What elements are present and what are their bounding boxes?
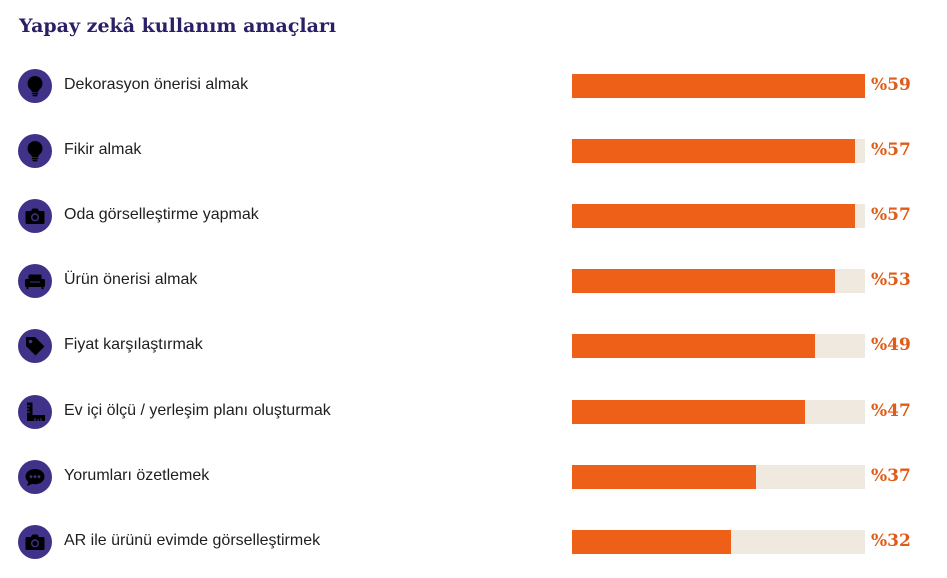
bar [572, 269, 836, 294]
category-label: Oda görselleştirme yapmak [64, 206, 259, 224]
value-label: %57 [871, 140, 911, 161]
bar-row: Oda görselleştirme yapmak %57 [0, 196, 947, 236]
value-label: %57 [871, 205, 911, 226]
chart-title: Yapay zekâ kullanım amaçları [19, 15, 337, 37]
value-label: %49 [871, 335, 911, 356]
bar-row: Ev içi ölçü / yerleşim planı oluşturmak%… [0, 392, 947, 432]
chat-bubble-icon [18, 459, 52, 494]
bar [572, 529, 731, 554]
category-label: Ev içi ölçü / yerleşim planı oluşturmak [64, 401, 331, 419]
ruler-icon [18, 394, 52, 429]
category-label: Ürün önerisi almak [64, 271, 198, 289]
category-label: Fiyat karşılaştırmak [64, 336, 203, 354]
bar-track [572, 334, 865, 359]
category-label: Dekorasyon önerisi almak [64, 76, 249, 93]
bar [572, 74, 865, 98]
bar-track [572, 74, 865, 98]
value-label: %59 [871, 75, 911, 95]
value-label: %37 [871, 465, 911, 486]
category-label: Fikir almak [64, 141, 142, 159]
value-label: %32 [871, 530, 911, 551]
lightbulb-icon [18, 134, 52, 169]
bar-row: Ürün önerisi almak %53 [0, 261, 947, 301]
bar [572, 399, 806, 424]
bar-row: Dekorasyon önerisi almak %59 [0, 66, 947, 106]
bar-row: Yorumları özetlemek %37 [0, 457, 947, 497]
bar-row: Fikir almak %57 [0, 131, 947, 171]
bar [572, 139, 856, 164]
bar-track [572, 204, 865, 229]
bar-track [572, 464, 865, 489]
category-label: Yorumları özetlemek [64, 466, 210, 484]
category-label: AR ile ürünü evimde görselleştirmek [64, 531, 321, 549]
bar-row: Fiyat karşılaştırmak %49 [0, 326, 947, 366]
bar-track [572, 139, 865, 164]
bar [572, 334, 816, 359]
value-label: %53 [871, 270, 911, 291]
lightbulb-icon [18, 69, 52, 103]
bar-track [572, 529, 865, 554]
bar-track [572, 399, 865, 424]
camera-icon [18, 524, 52, 559]
bar [572, 204, 856, 229]
price-tag-icon [18, 329, 52, 364]
bar-track [572, 269, 865, 294]
sofa-icon [18, 264, 52, 299]
bar [572, 464, 756, 489]
bar-row: AR ile ürünü evimde görselleştirmek %32 [0, 522, 947, 562]
value-label: %47 [871, 400, 911, 421]
camera-icon [18, 199, 52, 234]
